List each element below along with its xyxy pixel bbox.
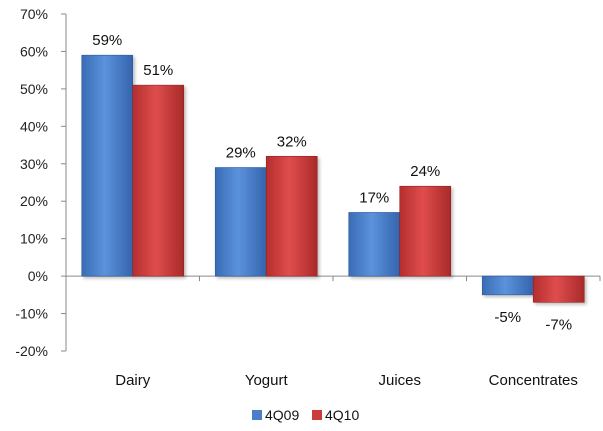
y-tick-label: 50%	[20, 81, 48, 97]
bar-juices-4q09	[348, 212, 401, 277]
data-label: 51%	[143, 62, 173, 79]
bar-yogurt-4q10	[265, 155, 318, 277]
bar-juices-4q10	[399, 185, 452, 277]
legend-swatch-4q09	[252, 410, 262, 420]
bar-concentrates-4q10	[532, 275, 585, 303]
bar-dairy-4q10	[132, 84, 185, 277]
legend-label: 4Q09	[265, 407, 299, 423]
data-label: 59%	[92, 32, 122, 49]
category-label: Yogurt	[245, 372, 289, 389]
data-label: -7%	[545, 316, 572, 333]
y-tick-label: -20%	[15, 343, 48, 359]
bars	[81, 54, 585, 303]
y-tick-label: 20%	[20, 193, 48, 209]
category-labels: Dairy Yogurt Juices Concentrates	[115, 372, 578, 389]
y-axis-ticks: 70% 60% 50% 40% 30% 20% 10% 0% -10% -20%	[15, 6, 66, 359]
legend-swatch-4q10	[312, 410, 322, 420]
category-label: Concentrates	[489, 372, 578, 389]
y-tick-label: 10%	[20, 231, 48, 247]
data-labels: 59% 51% 29% 32% 17% 24% -5% -7%	[92, 32, 572, 333]
y-tick-label: -10%	[15, 306, 48, 322]
data-label: 17%	[359, 189, 389, 206]
bar-yogurt-4q09	[214, 167, 267, 277]
data-label: -5%	[494, 309, 521, 326]
bar-dairy-4q09	[81, 54, 134, 277]
data-label: 29%	[226, 145, 256, 162]
y-tick-label: 40%	[20, 118, 48, 134]
data-label: 32%	[277, 133, 307, 150]
y-tick-label: 70%	[20, 6, 48, 22]
y-tick-label: 60%	[20, 43, 48, 59]
y-tick-label: 30%	[20, 156, 48, 172]
bar-concentrates-4q09	[481, 275, 534, 296]
category-label: Dairy	[115, 372, 151, 389]
y-tick-label: 0%	[28, 268, 48, 284]
legend: 4Q09 4Q10	[252, 407, 359, 423]
category-label: Juices	[378, 372, 421, 389]
data-label: 24%	[410, 163, 440, 180]
legend-label: 4Q10	[325, 407, 359, 423]
